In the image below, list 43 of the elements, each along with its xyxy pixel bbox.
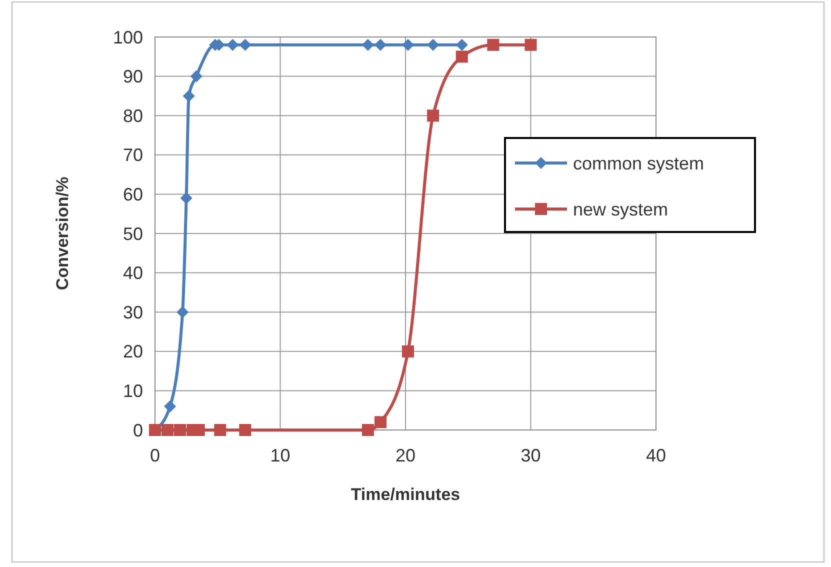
point — [456, 50, 468, 63]
point — [362, 424, 374, 436]
point — [524, 38, 537, 51]
legend-label: common system — [573, 153, 704, 174]
point — [427, 110, 440, 122]
y-tick-label: 40 — [122, 263, 143, 284]
y-tick-label: 60 — [122, 184, 143, 204]
point — [226, 38, 239, 51]
y-tick-label: 70 — [122, 145, 143, 166]
x-tick-label: 30 — [520, 445, 541, 466]
x-tick-label: 0 — [150, 445, 160, 466]
x-tick-label: 20 — [395, 445, 416, 466]
point — [427, 38, 440, 51]
point — [456, 38, 468, 51]
y-tick-label: 80 — [122, 106, 143, 126]
y-tick-label: 10 — [122, 381, 143, 401]
y-tick-label: 30 — [122, 302, 143, 322]
point — [162, 424, 174, 436]
point — [214, 424, 226, 436]
point — [362, 38, 374, 51]
point — [164, 400, 176, 412]
x-axis-title: Time/minutes — [350, 485, 460, 504]
y-tick-label: 100 — [112, 27, 143, 48]
point — [182, 90, 195, 102]
y-tick-label: 20 — [122, 342, 143, 362]
point — [402, 345, 414, 358]
point — [374, 38, 386, 51]
point — [487, 38, 500, 51]
point — [176, 306, 189, 318]
point — [402, 38, 414, 51]
y-tick-label: 50 — [122, 224, 143, 244]
y-tick-label: 0 — [132, 420, 143, 440]
x-tick-label: 40 — [646, 445, 666, 466]
x-tick-label: 10 — [270, 445, 290, 466]
legend-label: new system — [573, 199, 668, 220]
y-tick-label: 90 — [122, 66, 143, 87]
point — [374, 416, 386, 428]
point — [174, 424, 186, 436]
point — [239, 38, 252, 51]
point — [180, 192, 192, 204]
point — [239, 424, 252, 436]
y-axis-title: Conversion/% — [53, 176, 72, 290]
point — [190, 70, 202, 82]
